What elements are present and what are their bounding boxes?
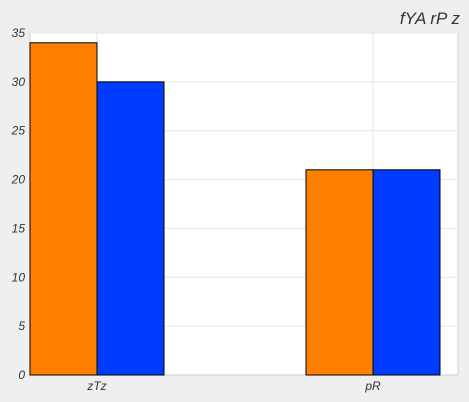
y-tick-label: 30: [12, 75, 26, 89]
bars: [29, 42, 441, 376]
bar-pR-series-2: [372, 169, 441, 376]
bar-zTz-series-2: [96, 81, 165, 376]
x-tick-label: pR: [364, 379, 381, 393]
y-tick-label: 0: [18, 368, 25, 382]
bar-zTz-series-1: [29, 42, 98, 376]
y-tick-label: 35: [12, 26, 26, 40]
y-tick-label: 5: [18, 319, 25, 333]
y-tick-label: 25: [11, 124, 26, 138]
y-tick-label: 15: [12, 221, 26, 235]
axis-ticks: 0 5 10 15 20 25 30 35 zTz pR: [11, 26, 381, 393]
y-tick-label: 20: [11, 173, 26, 187]
x-tick-label: zTz: [86, 379, 106, 393]
y-tick-label: 10: [12, 270, 26, 284]
chart-title: fYA rP z: [400, 9, 461, 28]
bar-pR-series-1: [305, 169, 374, 376]
